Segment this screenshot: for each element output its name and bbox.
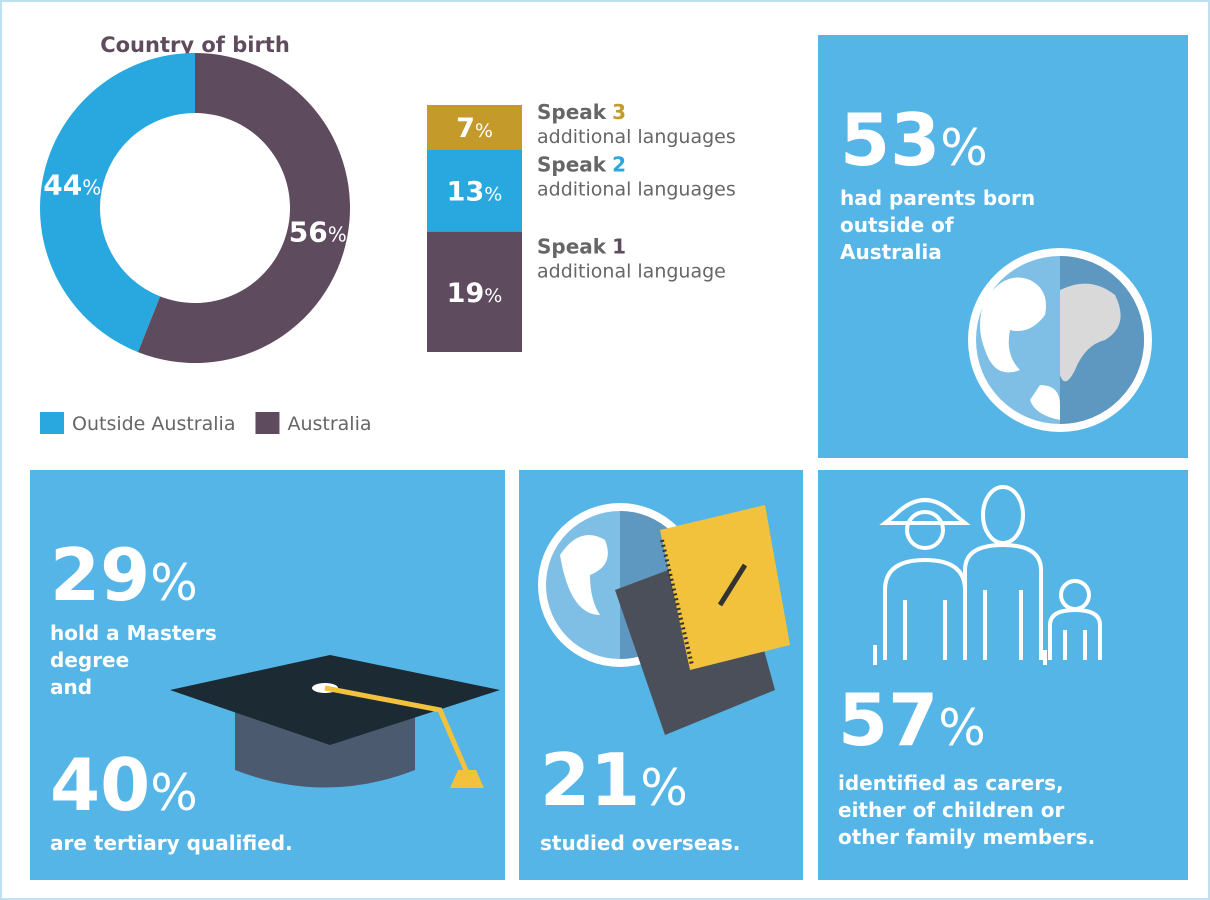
- stat-unit: %: [150, 764, 198, 822]
- segment-unit: %: [475, 120, 493, 142]
- stat-number: 29%: [50, 533, 198, 617]
- segment-value: 13: [447, 177, 485, 208]
- segment-label: 7%: [456, 113, 493, 144]
- stat-value: 53: [840, 98, 940, 182]
- segment-label: 13%: [447, 177, 503, 208]
- speak: Speak: [537, 235, 607, 259]
- segment-desc: Speak 2: [537, 152, 626, 176]
- bar-segment: [427, 105, 522, 150]
- segment-desc-sub: additional language: [537, 261, 726, 283]
- data-label: 44%: [43, 169, 101, 202]
- data-label: 56%: [289, 215, 347, 248]
- stat-text: outside of: [840, 213, 954, 237]
- bar-segment: [427, 149, 522, 232]
- data-label-unit: %: [328, 222, 347, 246]
- bar-segment: [427, 231, 522, 352]
- notebook-globe-icon: [538, 503, 790, 735]
- globe-icon: [968, 248, 1152, 432]
- stat-text: degree: [50, 648, 129, 672]
- stat-text: other family members.: [838, 825, 1095, 849]
- legend-label: Australia: [287, 413, 371, 435]
- tile: [818, 470, 1188, 880]
- speak: Speak: [537, 152, 607, 176]
- stat-unit: %: [640, 759, 688, 817]
- stat-text: identified as carers,: [838, 771, 1064, 795]
- segment-desc: Speak 3: [537, 100, 626, 124]
- stat-text: Australia: [840, 240, 942, 264]
- donut-slice: [137, 53, 351, 363]
- stat-number: 21%: [540, 738, 688, 822]
- stat-text: are tertiary qualified.: [50, 831, 293, 855]
- count: 1: [612, 235, 626, 259]
- stat-text: and: [50, 675, 92, 699]
- stat-value: 57: [838, 678, 938, 762]
- donut-slice: [40, 53, 196, 353]
- stat-value: 21: [540, 738, 640, 822]
- segment-unit: %: [484, 285, 502, 307]
- speak: Speak: [537, 100, 607, 124]
- data-label-unit: %: [82, 176, 101, 200]
- stat-number: 40%: [50, 743, 198, 827]
- stat-text: either of children or: [838, 798, 1065, 822]
- stat-unit: %: [940, 119, 988, 177]
- segment-desc: Speak 1: [537, 235, 626, 259]
- stat-number: 53%: [840, 98, 988, 182]
- stat-value: 29: [50, 533, 150, 617]
- stat-unit: %: [938, 699, 986, 757]
- legend-swatch: [40, 412, 64, 434]
- stat-text: hold a Masters: [50, 621, 217, 645]
- graduation-cap-icon: [170, 655, 500, 788]
- stat-unit: %: [150, 554, 198, 612]
- stat-value: 40: [50, 743, 150, 827]
- segment-desc-sub: additional languages: [537, 178, 736, 200]
- count: 3: [612, 100, 626, 124]
- family-icon: [873, 485, 1102, 665]
- stat-number: 57%: [838, 678, 986, 762]
- segment-label: 19%: [447, 278, 503, 309]
- stat-text: had parents born: [840, 186, 1035, 210]
- segment-value: 7: [456, 113, 475, 144]
- segment-unit: %: [484, 184, 502, 206]
- count: 2: [612, 152, 626, 176]
- stat-text: studied overseas.: [540, 831, 740, 855]
- legend-swatch: [255, 412, 280, 434]
- data-label-value: 44: [43, 169, 82, 202]
- legend-label: Outside Australia: [72, 413, 235, 435]
- segment-value: 19: [447, 278, 485, 309]
- data-label-value: 56: [289, 215, 328, 248]
- segment-desc-sub: additional languages: [537, 126, 736, 148]
